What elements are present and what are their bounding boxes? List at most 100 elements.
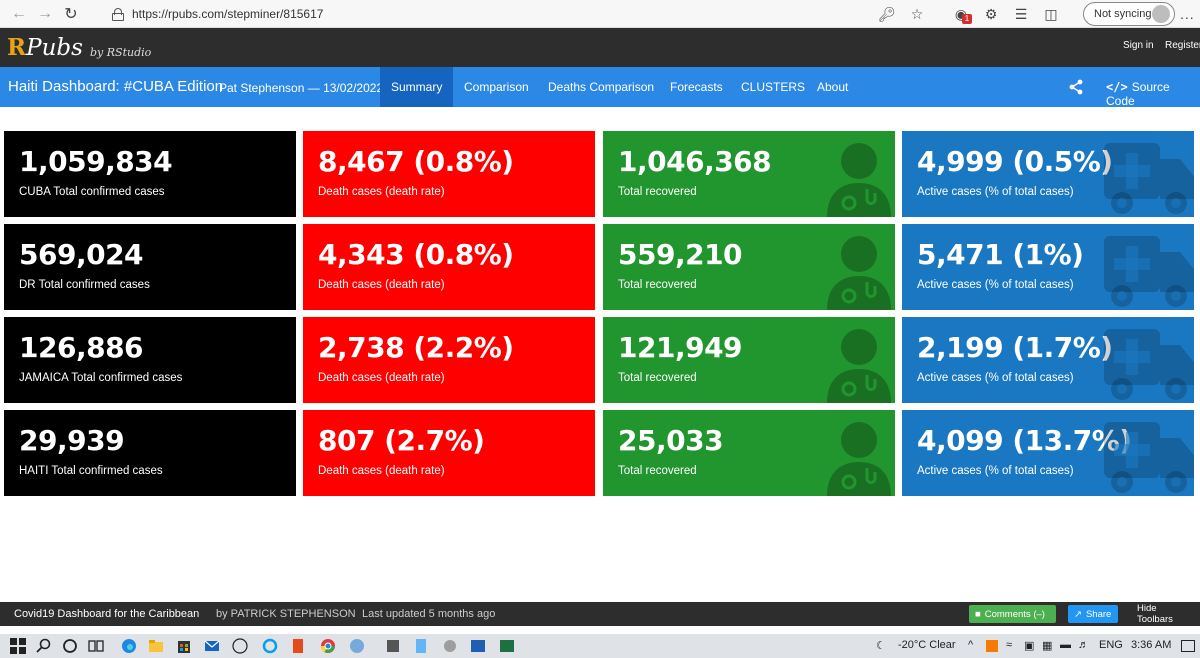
hide-toolbars-button[interactable]: Hide Toolbars [1131, 605, 1197, 623]
register-link[interactable]: Register [1165, 40, 1200, 51]
tab-clusters[interactable]: CLUSTERS [730, 67, 816, 107]
clock[interactable]: 3:36 AM [1131, 639, 1171, 651]
recovered-value: 559,210 [618, 238, 742, 271]
windows-start-icon[interactable] [10, 638, 26, 654]
weather-text[interactable]: -20°C Clear [898, 639, 956, 651]
footer-updated: Last updated 5 months ago [362, 608, 495, 620]
tray-app-icon[interactable] [986, 640, 998, 652]
cortana-icon[interactable] [62, 638, 78, 654]
store-icon[interactable] [176, 638, 192, 654]
recovered-value: 25,033 [618, 424, 723, 457]
deaths-value-box: 2,738 (2.2%) Death cases (death rate) [303, 317, 595, 403]
confirmed-caption: HAITI Total confirmed cases [19, 465, 163, 477]
more-menu-icon[interactable]: ... [1180, 6, 1195, 22]
comments-button[interactable]: ■ Comments (–) [969, 605, 1056, 623]
tray-monitor-icon[interactable]: ▦ [1042, 639, 1052, 652]
share-label: Share [1086, 609, 1111, 620]
extension-icon[interactable]: ◉ 1 [946, 3, 976, 25]
key-icon[interactable]: 🔑︎ [872, 3, 902, 25]
snipping-icon[interactable] [442, 638, 458, 654]
footer-title: Covid19 Dashboard for the Caribbean [14, 608, 199, 620]
profile-sync-button[interactable]: Not syncing [1083, 2, 1175, 26]
confirmed-value-box: 126,886 JAMAICA Total confirmed cases [4, 317, 296, 403]
rpubs-footer-toolbar: Covid19 Dashboard for the Caribbean by P… [0, 602, 1200, 626]
confirmed-value-box: 29,939 HAITI Total confirmed cases [4, 410, 296, 496]
battery-icon[interactable]: ▬ [1060, 639, 1071, 651]
url-text: https://rpubs.com/stepminer/815617 [132, 7, 323, 21]
forward-button[interactable]: → [32, 1, 58, 27]
deaths-caption: Death cases (death rate) [318, 465, 445, 477]
refresh-button[interactable]: ↻ [58, 1, 84, 27]
user-md-icon [821, 418, 895, 496]
chrome-icon[interactable] [320, 638, 336, 654]
user-md-icon [821, 139, 895, 217]
confirmed-caption: JAMAICA Total confirmed cases [19, 372, 182, 384]
tray-sync-icon[interactable]: ▣ [1024, 639, 1034, 652]
language-indicator[interactable]: ENG [1099, 639, 1123, 651]
active-value-box: 4,099 (13.7%) Active cases (% of total c… [902, 410, 1194, 496]
excel-icon[interactable] [499, 638, 515, 654]
confirmed-value: 569,024 [19, 238, 143, 271]
deaths-caption: Death cases (death rate) [318, 372, 445, 384]
deaths-caption: Death cases (death rate) [318, 279, 445, 291]
weather-moon-icon[interactable]: ☾ [876, 639, 886, 652]
rstudio-icon[interactable] [349, 638, 365, 654]
code-icon: </> [1106, 80, 1128, 94]
app-icon[interactable] [385, 638, 401, 654]
dashboard-navbar: Haiti Dashboard: #CUBA Edition Pat Steph… [0, 67, 1200, 107]
office-icon[interactable] [290, 638, 306, 654]
active-value-box: 2,199 (1.7%) Active cases (% of total ca… [902, 317, 1194, 403]
tab-summary[interactable]: Summary [380, 67, 453, 107]
share-box-icon: ↗ [1074, 609, 1082, 620]
ambulance-icon [1098, 325, 1194, 403]
recovered-value-box: 1,046,368 Total recovered [603, 131, 895, 217]
confirmed-value-box: 569,024 DR Total confirmed cases [4, 224, 296, 310]
back-button[interactable]: ← [6, 1, 32, 27]
favorites-list-icon[interactable]: ☰ [1006, 3, 1036, 25]
cortana-ring-icon[interactable] [262, 638, 278, 654]
file-explorer-icon[interactable] [148, 638, 164, 654]
footer-author[interactable]: by PATRICK STEPHENSON [216, 608, 356, 620]
tab-comparison[interactable]: Comparison [453, 67, 540, 107]
dashboard-title[interactable]: Haiti Dashboard: #CUBA Edition [8, 78, 223, 95]
rpubs-byline: by RStudio [90, 46, 151, 59]
edge-browser-icon[interactable] [121, 638, 137, 654]
share-button[interactable]: ↗ Share [1068, 605, 1118, 623]
confirmed-value: 126,886 [19, 331, 143, 364]
share-icon[interactable] [1068, 79, 1084, 95]
rpubs-logo[interactable]: RPubs [7, 34, 83, 61]
deaths-value: 807 (2.7%) [318, 424, 484, 457]
notifications-icon[interactable] [1181, 640, 1195, 652]
tab-deaths-comparison[interactable]: Deaths Comparison [537, 67, 665, 107]
favorite-star-icon[interactable]: ☆ [902, 3, 932, 25]
ambulance-icon [1098, 139, 1194, 217]
tab-about[interactable]: About [806, 67, 859, 107]
deaths-value-box: 807 (2.7%) Death cases (death rate) [303, 410, 595, 496]
collections-icon[interactable]: ◫ [1036, 3, 1066, 25]
task-view-icon[interactable] [88, 638, 104, 654]
address-bar[interactable]: https://rpubs.com/stepminer/815617 [112, 3, 862, 25]
comments-label: Comments (–) [985, 609, 1045, 620]
recovered-caption: Total recovered [618, 186, 697, 198]
chevron-up-icon[interactable]: ^ [968, 639, 973, 651]
puzzle-icon[interactable]: ⚙ [976, 3, 1006, 25]
sync-label: Not syncing [1094, 8, 1151, 20]
deaths-value: 2,738 (2.2%) [318, 331, 514, 364]
network-icon[interactable]: ≈ [1006, 639, 1012, 651]
recovered-caption: Total recovered [618, 465, 697, 477]
dell-icon[interactable] [232, 638, 248, 654]
word-icon[interactable] [470, 638, 486, 654]
sign-in-link[interactable]: Sign in [1123, 40, 1154, 51]
mail-icon[interactable] [204, 638, 220, 654]
active-value-box: 5,471 (1%) Active cases (% of total case… [902, 224, 1194, 310]
notepad-icon[interactable] [413, 638, 429, 654]
source-code-link[interactable]: </> Source Code [1106, 80, 1200, 108]
recovered-value-box: 121,949 Total recovered [603, 317, 895, 403]
volume-icon[interactable]: ♬ [1078, 639, 1089, 651]
search-icon[interactable] [36, 638, 52, 654]
recovered-caption: Total recovered [618, 279, 697, 291]
windows-taskbar: ☾ -20°C Clear ^ ≈ ▣ ▦ ▬ ♬ ENG 3:36 AM [0, 634, 1200, 658]
deaths-value-box: 8,467 (0.8%) Death cases (death rate) [303, 131, 595, 217]
recovered-caption: Total recovered [618, 372, 697, 384]
tab-forecasts[interactable]: Forecasts [659, 67, 734, 107]
